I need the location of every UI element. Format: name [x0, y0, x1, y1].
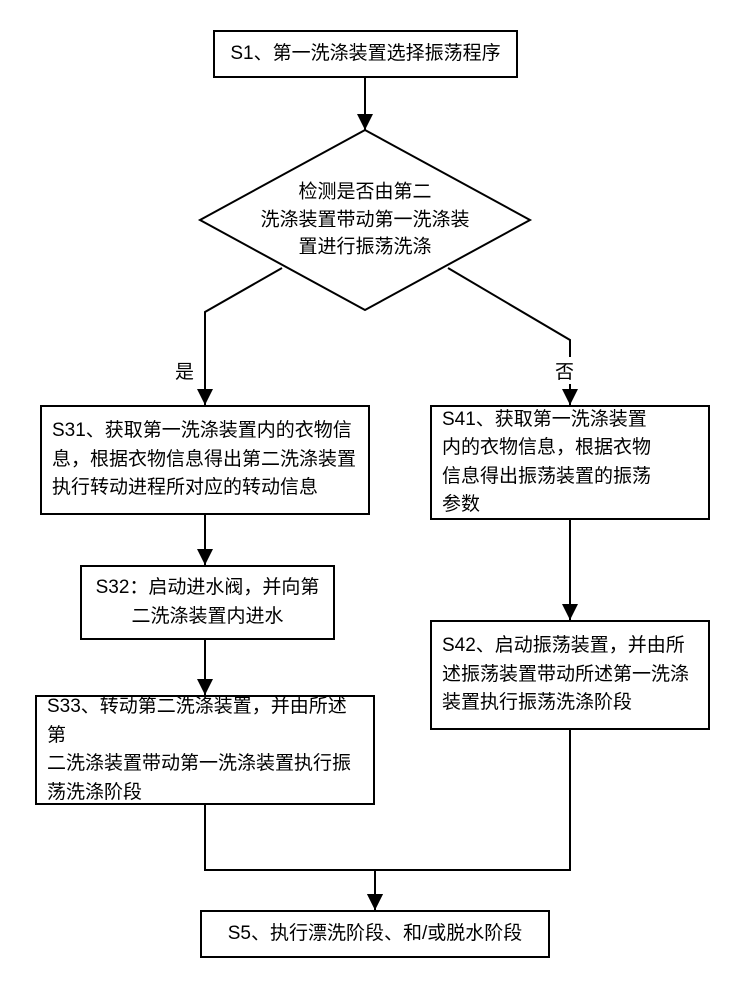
node-s31: S31、获取第一洗涤装置内的衣物信息，根据衣物信息得出第二洗涤装置执行转动进程所… — [40, 405, 370, 515]
node-s31-text: S31、获取第一洗涤装置内的衣物信息，根据衣物信息得出第二洗涤装置执行转动进程所… — [52, 417, 358, 503]
node-decision-text: 检测是否由第二洗涤装置带动第一洗涤装置进行振荡洗涤 — [200, 179, 530, 262]
node-s33-text: S33、转动第二洗涤装置，并由所述第二洗涤装置带动第一洗涤装置执行振荡洗涤阶段 — [47, 693, 363, 807]
node-s5-text: S5、执行漂洗阶段、和/或脱水阶段 — [212, 920, 538, 949]
node-decision: 检测是否由第二洗涤装置带动第一洗涤装置进行振荡洗涤 — [200, 130, 530, 310]
node-s1-text: S1、第一洗涤装置选择振荡程序 — [225, 40, 506, 69]
edge-label-yes: 是 — [175, 357, 194, 384]
edge-label-no: 否 — [555, 357, 574, 384]
node-s33: S33、转动第二洗涤装置，并由所述第二洗涤装置带动第一洗涤装置执行振荡洗涤阶段 — [35, 695, 375, 805]
node-s42: S42、启动振荡装置，并由所述振荡装置带动所述第一洗涤装置执行振荡洗涤阶段 — [430, 620, 710, 730]
node-s32: S32：启动进水阀，并向第二洗涤装置内进水 — [80, 565, 335, 640]
node-s41-text: S41、获取第一洗涤装置内的衣物信息，根据衣物信息得出振荡装置的振荡参数 — [442, 406, 698, 520]
node-s42-text: S42、启动振荡装置，并由所述振荡装置带动所述第一洗涤装置执行振荡洗涤阶段 — [442, 632, 698, 718]
node-s32-text: S32：启动进水阀，并向第二洗涤装置内进水 — [92, 574, 323, 631]
node-s5: S5、执行漂洗阶段、和/或脱水阶段 — [200, 910, 550, 958]
node-s41: S41、获取第一洗涤装置内的衣物信息，根据衣物信息得出振荡装置的振荡参数 — [430, 405, 710, 520]
node-s1: S1、第一洗涤装置选择振荡程序 — [213, 30, 518, 78]
